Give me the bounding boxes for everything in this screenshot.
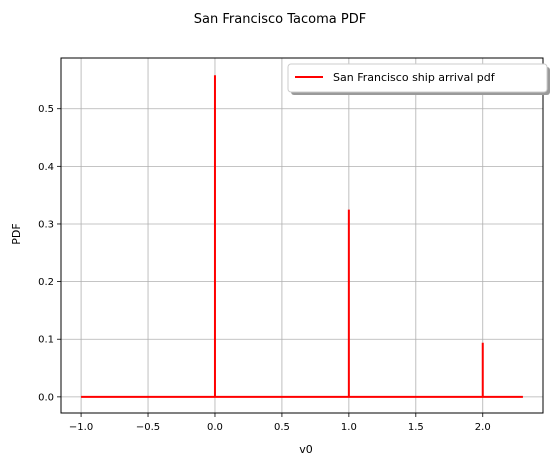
x-tick-label: 0.0 <box>207 422 223 433</box>
y-axis-ticks: 0.0 0.1 0.2 0.3 0.4 0.5 <box>38 104 61 403</box>
plot-lines <box>81 75 523 398</box>
y-tick-label: 0.1 <box>38 335 54 346</box>
y-axis-label: PDF <box>10 223 23 244</box>
x-tick-label: 2.0 <box>475 422 491 433</box>
y-tick-label: 0.0 <box>38 392 54 403</box>
plot-frame <box>60 57 544 414</box>
legend: San Francisco ship arrival pdf <box>287 63 550 95</box>
x-axis-label: v0 <box>299 443 313 456</box>
y-tick-label: 0.4 <box>38 162 54 173</box>
x-tick-label: −0.5 <box>136 422 160 433</box>
legend-label: San Francisco ship arrival pdf <box>333 71 496 84</box>
x-tick-label: 1.5 <box>408 422 424 433</box>
y-tick-label: 0.5 <box>38 104 54 115</box>
x-axis-ticks: −1.0 −0.5 0.0 0.5 1.0 1.5 2.0 <box>69 413 491 433</box>
grid <box>61 58 543 413</box>
x-tick-label: 1.0 <box>341 422 357 433</box>
legend-box <box>287 63 548 93</box>
y-tick-label: 0.3 <box>38 219 54 230</box>
y-tick-label: 0.2 <box>38 277 54 288</box>
chart-title: San Francisco Tacoma PDF <box>194 12 366 27</box>
x-tick-label: −1.0 <box>69 422 93 433</box>
x-tick-label: 0.5 <box>274 422 290 433</box>
series-line <box>81 75 523 398</box>
